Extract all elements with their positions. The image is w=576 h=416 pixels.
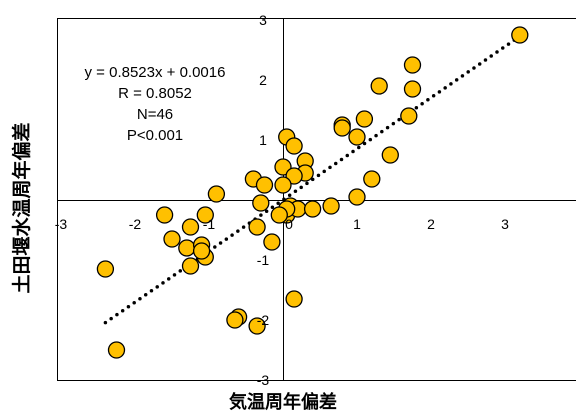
y-tick-label: 1 (259, 132, 267, 148)
data-point (285, 290, 303, 308)
data-point (248, 317, 266, 335)
x-tick-label: 3 (501, 216, 509, 232)
data-point (403, 80, 422, 98)
data-point (363, 170, 381, 188)
data-points-layer (96, 26, 529, 359)
data-point (285, 167, 303, 185)
data-point (403, 56, 422, 74)
data-point (226, 311, 244, 329)
data-point (381, 146, 399, 164)
x-axis-label: 気温周年偏差 (229, 392, 337, 413)
data-point (263, 233, 281, 251)
data-point (348, 188, 366, 206)
data-point (270, 206, 288, 224)
plot-area-border (57, 18, 576, 381)
data-point (178, 239, 196, 257)
x-tick-label: -2 (129, 216, 142, 232)
regression-equation: y = 0.8523x + 0.0016 (84, 64, 226, 81)
x-tick-label: 1 (353, 216, 361, 232)
p-value: P<0.001 (126, 127, 184, 144)
data-point (207, 185, 226, 203)
trendline (103, 34, 522, 325)
x-tick-label: 2 (427, 216, 435, 232)
y-tick-label: -3 (257, 372, 270, 388)
data-point (181, 218, 200, 236)
data-point (107, 341, 126, 359)
data-point (155, 206, 174, 224)
x-tick-label: -1 (203, 216, 216, 232)
y-tick-label: 2 (259, 72, 267, 88)
data-point (285, 137, 303, 155)
data-point (252, 194, 270, 212)
data-point (274, 176, 292, 194)
data-point (274, 158, 292, 176)
trendline-layer (103, 34, 522, 325)
data-point (96, 260, 115, 278)
data-point (196, 206, 214, 224)
data-point (163, 230, 181, 248)
sample-size: N=46 (136, 106, 174, 123)
data-point (348, 128, 366, 146)
regression-stats: y = 0.8523x + 0.0016 R = 0.8052 N=46 P<0… (64, 62, 246, 146)
data-point (255, 176, 274, 194)
tick-labels-layer: -3 -2 -1 0 1 2 3 3 2 1 -1 -2 -3 (55, 12, 509, 388)
y-tick-label: -1 (257, 252, 270, 268)
y-axis-label: 土田堰水温周年偏差 (11, 122, 33, 294)
data-point (181, 257, 200, 275)
y-tick-label: 3 (259, 12, 267, 28)
data-point (370, 77, 388, 95)
data-point (248, 218, 266, 236)
data-point (322, 197, 340, 215)
x-tick-label: 0 (285, 216, 293, 232)
x-tick-label: -3 (55, 216, 68, 232)
data-point (400, 107, 418, 125)
data-point (303, 200, 322, 218)
data-point (192, 242, 211, 260)
data-point (355, 110, 374, 128)
correlation-coefficient: R = 0.8052 (118, 85, 192, 102)
data-point (333, 119, 351, 137)
data-point (511, 26, 529, 44)
y-tick-label: -2 (257, 312, 270, 328)
